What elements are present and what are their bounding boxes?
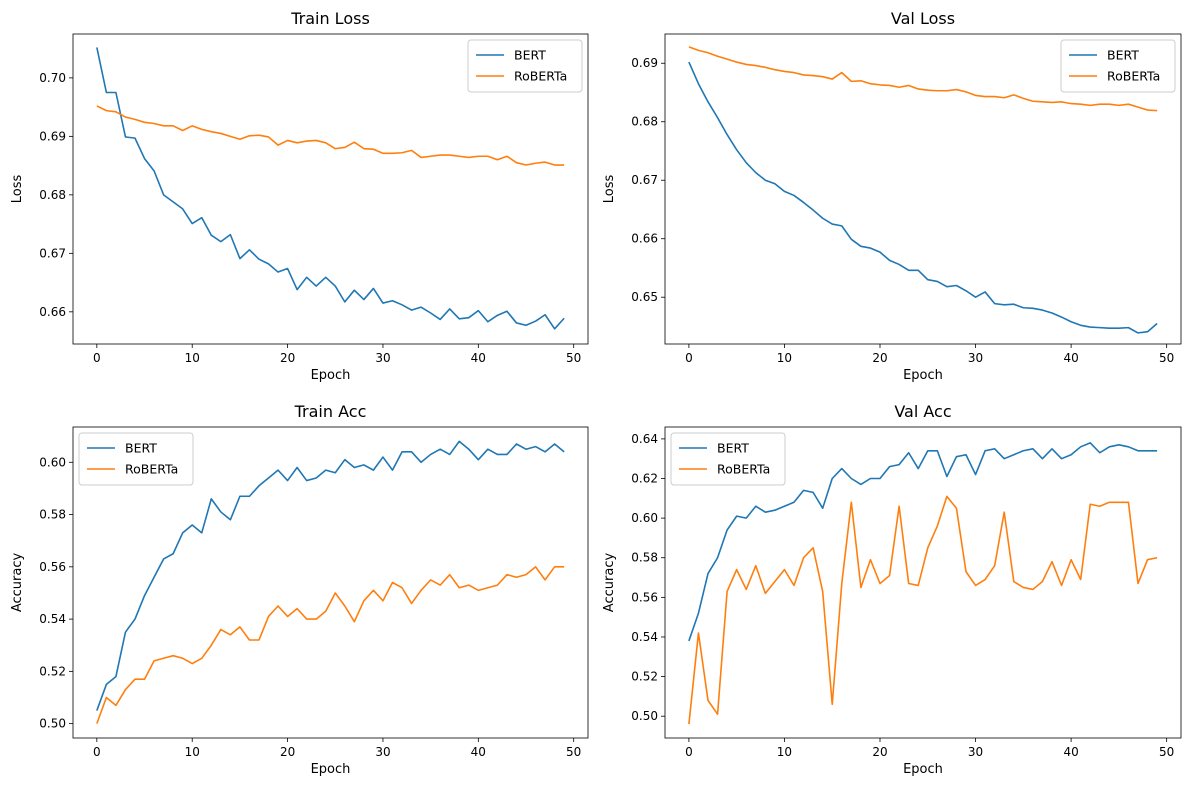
y-tick-label: 0.58 xyxy=(631,551,658,565)
x-tick-label: 0 xyxy=(685,351,693,365)
series-line-bert xyxy=(688,442,1158,642)
legend-label: RoBERTa xyxy=(514,69,567,84)
legend-label: BERT xyxy=(1107,48,1139,63)
x-tick-label: 30 xyxy=(968,745,983,759)
x-tick-label: 50 xyxy=(1159,351,1174,365)
y-tick-label: 0.66 xyxy=(631,232,658,246)
plot-frame xyxy=(664,426,1182,739)
chart-title: Train Acc xyxy=(294,402,367,421)
legend: BERT RoBERTa xyxy=(467,39,583,93)
x-tick-label: 20 xyxy=(872,745,887,759)
y-axis-label: Accuracy xyxy=(602,553,617,613)
y-tick-label: 0.69 xyxy=(631,56,658,70)
y-tick-label: 0.67 xyxy=(39,246,66,260)
y-tick-label: 0.56 xyxy=(631,590,658,604)
legend-label: RoBERTa xyxy=(1107,69,1160,84)
series-line-roberta xyxy=(688,495,1158,725)
subplot-train-acc: Train Acc 0 10 20 30 40 50 0.50 0.52 0.54 0.56 0.58… xyxy=(10,402,589,777)
x-tick-label: 40 xyxy=(1063,351,1078,365)
y-tick-label: 0.69 xyxy=(39,129,66,143)
legend-label: RoBERTa xyxy=(125,462,178,477)
plot-frame xyxy=(72,33,589,345)
series-line-bert xyxy=(96,440,565,711)
series-line-roberta xyxy=(96,566,565,724)
legend: BERT RoBERTa xyxy=(1060,39,1176,93)
y-tick-label: 0.65 xyxy=(631,290,658,304)
x-tick-label: 40 xyxy=(471,745,486,759)
subplot-train-loss: Train Loss 0 10 20 30 40 50 0.66 0.67 0.68 0.69 0.7… xyxy=(10,9,589,383)
chart-title: Train Loss xyxy=(290,9,370,28)
legend-label: BERT xyxy=(717,441,749,456)
y-tick-label: 0.52 xyxy=(631,670,658,684)
x-tick-label: 0 xyxy=(93,745,101,759)
x-tick-label: 40 xyxy=(1063,745,1078,759)
y-axis-label: Loss xyxy=(602,175,617,204)
x-tick-label: 10 xyxy=(185,351,200,365)
y-tick-label: 0.58 xyxy=(39,508,66,522)
legend-box xyxy=(670,432,786,486)
plot-frame xyxy=(664,33,1182,345)
y-tick-label: 0.50 xyxy=(39,717,66,731)
x-tick-label: 10 xyxy=(185,745,200,759)
x-tick-label: 50 xyxy=(1159,745,1174,759)
y-axis-label: Accuracy xyxy=(10,553,25,613)
x-tick-label: 20 xyxy=(280,745,295,759)
y-tick-label: 0.68 xyxy=(631,115,658,129)
x-tick-label: 20 xyxy=(872,351,887,365)
legend: BERT RoBERTa xyxy=(670,432,786,486)
chart-title: Val Loss xyxy=(891,9,955,28)
chart-title: Val Acc xyxy=(894,402,951,421)
x-axis-label: Epoch xyxy=(903,762,943,777)
y-tick-label: 0.66 xyxy=(39,305,66,319)
series-line-roberta xyxy=(96,105,565,166)
y-tick-label: 0.54 xyxy=(39,612,66,626)
plot-frame xyxy=(72,426,589,739)
legend-label: BERT xyxy=(125,441,157,456)
y-tick-label: 0.64 xyxy=(631,432,658,446)
y-tick-label: 0.50 xyxy=(631,709,658,723)
y-tick-label: 0.68 xyxy=(39,188,66,202)
legend-box xyxy=(467,39,583,93)
x-tick-label: 0 xyxy=(93,351,101,365)
x-tick-label: 30 xyxy=(375,351,390,365)
x-axis-label: Epoch xyxy=(311,762,351,777)
legend-box xyxy=(1060,39,1176,93)
y-tick-label: 0.70 xyxy=(39,71,66,85)
legend-label: BERT xyxy=(514,48,546,63)
x-axis-label: Epoch xyxy=(903,368,943,383)
y-tick-label: 0.56 xyxy=(39,560,66,574)
series-line-bert xyxy=(96,47,565,330)
x-tick-label: 20 xyxy=(280,351,295,365)
series-line-bert xyxy=(688,61,1158,334)
x-tick-label: 40 xyxy=(471,351,486,365)
x-tick-label: 10 xyxy=(777,745,792,759)
y-tick-label: 0.60 xyxy=(631,511,658,525)
x-tick-label: 0 xyxy=(685,745,693,759)
x-tick-label: 30 xyxy=(968,351,983,365)
x-tick-label: 50 xyxy=(566,745,581,759)
x-axis-label: Epoch xyxy=(311,368,351,383)
series-line-roberta xyxy=(688,46,1158,112)
legend: BERT RoBERTa xyxy=(78,432,194,486)
y-tick-label: 0.54 xyxy=(631,630,658,644)
y-tick-label: 0.60 xyxy=(39,455,66,469)
legend-label: RoBERTa xyxy=(717,462,770,477)
x-tick-label: 10 xyxy=(777,351,792,365)
subplot-val-loss: Val Loss 0 10 20 30 40 50 0.65 0.66 0.67 0.68 0.69 E… xyxy=(602,9,1182,383)
x-tick-label: 50 xyxy=(566,351,581,365)
legend-box xyxy=(78,432,194,486)
x-tick-label: 30 xyxy=(375,745,390,759)
subplot-val-acc: Val Acc 0 10 20 30 40 50 0.50 0.52 0.54 0.56 0.58 0.… xyxy=(602,402,1182,777)
y-axis-label: Loss xyxy=(10,175,25,204)
y-tick-label: 0.52 xyxy=(39,664,66,678)
y-tick-label: 0.67 xyxy=(631,173,658,187)
y-tick-label: 0.62 xyxy=(631,472,658,486)
